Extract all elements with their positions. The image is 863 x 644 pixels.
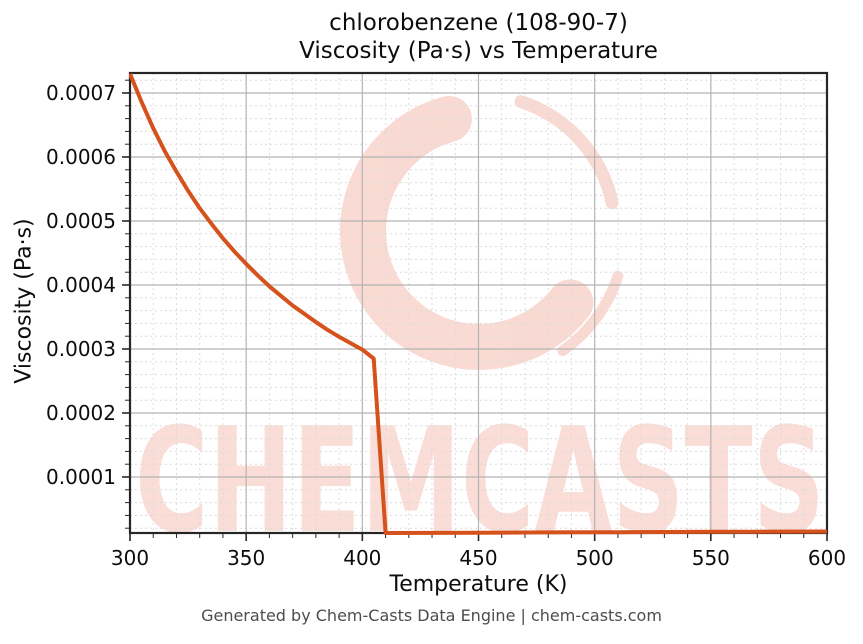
- major-gridlines: [130, 73, 827, 533]
- footer-attribution: Generated by Chem-Casts Data Engine | ch…: [201, 606, 662, 625]
- y-tick-label: 0.0003: [46, 337, 116, 361]
- y-tick-label: 0.0004: [46, 273, 116, 297]
- x-axis-label: Temperature (K): [389, 572, 568, 597]
- y-tick-label: 0.0006: [46, 145, 116, 169]
- x-tick-label: 400: [343, 546, 381, 570]
- y-tick-label: 0.0001: [46, 465, 116, 489]
- x-tick-label: 600: [808, 546, 846, 570]
- chart-title-line2: Viscosity (Pa·s) vs Temperature: [299, 38, 658, 64]
- logo-main-arc: [340, 96, 594, 370]
- x-tick-labels: 300 350 400 450 500 550 600: [111, 546, 846, 570]
- y-tick-label: 0.0002: [46, 401, 116, 425]
- y-tick-label: 0.0007: [46, 81, 116, 105]
- chemcasts-logo-watermark: [340, 95, 624, 370]
- viscosity-curve: [129, 73, 828, 535]
- x-tick-label: 500: [576, 546, 614, 570]
- x-tick-label: 300: [111, 546, 149, 570]
- chemcasts-text-watermark: CHEMCASTS: [135, 397, 825, 566]
- y-tick-label: 0.0005: [46, 209, 116, 233]
- logo-top-swoosh: [514, 95, 619, 210]
- x-tick-label: 350: [227, 546, 265, 570]
- chart-title-line1: chlorobenzene (108-90-7): [329, 10, 628, 36]
- logo-right-swoosh: [557, 270, 624, 357]
- chart-title: chlorobenzene (108-90-7) Viscosity (Pa·s…: [130, 9, 827, 65]
- x-tick-label: 450: [459, 546, 497, 570]
- y-tick-labels: 0.0001 0.0002 0.0003 0.0004 0.0005 0.0006 0.00…: [46, 81, 116, 489]
- axis-ticks: [122, 92, 828, 541]
- x-tick-label: 550: [692, 546, 730, 570]
